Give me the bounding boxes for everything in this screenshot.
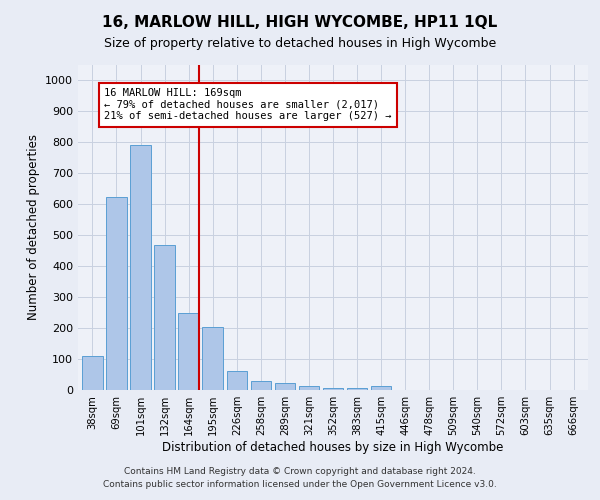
Bar: [275, 383, 295, 390]
Y-axis label: Number of detached properties: Number of detached properties: [26, 134, 40, 320]
Text: Size of property relative to detached houses in High Wycombe: Size of property relative to detached ho…: [104, 38, 496, 51]
Bar: [178, 312, 199, 390]
Bar: [227, 371, 247, 390]
Bar: [130, 146, 151, 390]
Text: 16, MARLOW HILL, HIGH WYCOMBE, HP11 1QL: 16, MARLOW HILL, HIGH WYCOMBE, HP11 1QL: [103, 15, 497, 30]
Bar: [299, 386, 319, 390]
Bar: [154, 244, 175, 390]
Bar: [323, 388, 343, 390]
Bar: [251, 382, 271, 390]
Bar: [82, 356, 103, 390]
Bar: [106, 196, 127, 390]
X-axis label: Distribution of detached houses by size in High Wycombe: Distribution of detached houses by size …: [163, 441, 503, 454]
Bar: [371, 386, 391, 390]
Bar: [202, 326, 223, 390]
Bar: [347, 388, 367, 390]
Text: 16 MARLOW HILL: 169sqm
← 79% of detached houses are smaller (2,017)
21% of semi-: 16 MARLOW HILL: 169sqm ← 79% of detached…: [104, 88, 392, 122]
Text: Contains HM Land Registry data © Crown copyright and database right 2024.
Contai: Contains HM Land Registry data © Crown c…: [103, 468, 497, 489]
